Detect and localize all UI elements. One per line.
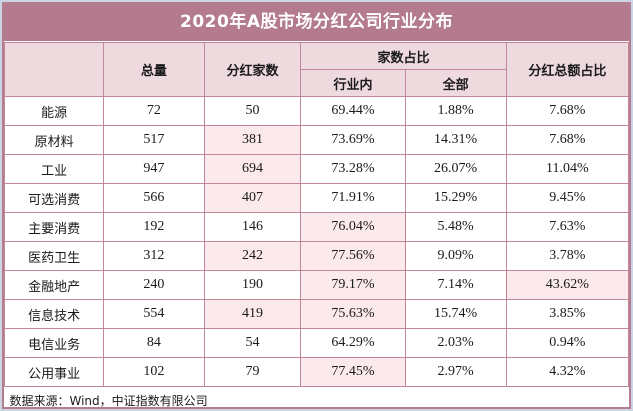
- cell-dividend-count: 190: [203, 270, 302, 300]
- cell-in-industry: 75.63%: [300, 299, 406, 329]
- table-row: 电信业务 84 54 64.29% 2.03% 0.94%: [4, 328, 629, 358]
- cell-amount-share: 11.04%: [505, 154, 629, 184]
- table-header: 总量 分红家数 家数占比 分红总额占比 行业内 全部: [4, 42, 629, 97]
- row-label: 工业: [4, 154, 105, 184]
- data-source: 数据来源：Wind，中证指数有限公司: [4, 386, 629, 407]
- cell-total: 102: [103, 357, 205, 387]
- cell-amount-share: 4.32%: [505, 357, 629, 387]
- table-row: 公用事业 102 79 77.45% 2.97% 4.32%: [4, 357, 629, 387]
- cell-total: 84: [103, 328, 205, 358]
- cell-total: 72: [103, 96, 205, 126]
- cell-total: 566: [103, 183, 205, 213]
- table-title: 2020年A股市场分红公司行业分布: [4, 4, 629, 42]
- cell-all: 1.88%: [404, 96, 507, 126]
- cell-all: 9.09%: [404, 241, 507, 271]
- row-label: 主要消费: [4, 212, 105, 242]
- cell-in-industry: 69.44%: [300, 96, 406, 126]
- table-row: 工业 947 694 73.28% 26.07% 11.04%: [4, 154, 629, 184]
- cell-in-industry: 73.28%: [300, 154, 406, 184]
- cell-total: 554: [103, 299, 205, 329]
- dividend-distribution-table: 总量 分红家数 家数占比 分红总额占比 行业内 全部 能源 72 50 69.4…: [4, 42, 629, 407]
- table-row: 能源 72 50 69.44% 1.88% 7.68%: [4, 96, 629, 126]
- cell-dividend-count: 79: [203, 357, 302, 387]
- row-label: 电信业务: [4, 328, 105, 358]
- cell-all: 15.74%: [404, 299, 507, 329]
- cell-amount-share: 7.63%: [505, 212, 629, 242]
- row-label: 能源: [4, 96, 105, 126]
- cell-total: 517: [103, 125, 205, 155]
- cell-dividend-count: 54: [203, 328, 302, 358]
- cell-dividend-count: 50: [203, 96, 302, 126]
- header-dividend-count: 分红家数: [203, 42, 302, 97]
- table-row: 金融地产 240 190 79.17% 7.14% 43.62%: [4, 270, 629, 300]
- header-corner: [4, 42, 105, 97]
- cell-in-industry: 77.56%: [300, 241, 406, 271]
- cell-in-industry: 64.29%: [300, 328, 406, 358]
- cell-amount-share: 0.94%: [505, 328, 629, 358]
- cell-all: 5.48%: [404, 212, 507, 242]
- cell-dividend-count: 407: [203, 183, 302, 213]
- cell-total: 192: [103, 212, 205, 242]
- table-row: 原材料 517 381 73.69% 14.31% 7.68%: [4, 125, 629, 155]
- cell-dividend-count: 419: [203, 299, 302, 329]
- cell-amount-share: 9.45%: [505, 183, 629, 213]
- row-label: 原材料: [4, 125, 105, 155]
- cell-total: 947: [103, 154, 205, 184]
- cell-all: 26.07%: [404, 154, 507, 184]
- cell-total: 312: [103, 241, 205, 271]
- cell-dividend-count: 694: [203, 154, 302, 184]
- header-total: 总量: [103, 42, 205, 97]
- cell-dividend-count: 242: [203, 241, 302, 271]
- header-in-industry: 行业内: [300, 69, 406, 97]
- row-label: 金融地产: [4, 270, 105, 300]
- header-count-share-group: 家数占比: [300, 42, 507, 70]
- cell-in-industry: 79.17%: [300, 270, 406, 300]
- cell-all: 15.29%: [404, 183, 507, 213]
- cell-in-industry: 71.91%: [300, 183, 406, 213]
- row-label: 医药卫生: [4, 241, 105, 271]
- row-label: 公用事业: [4, 357, 105, 387]
- cell-amount-share: 43.62%: [505, 270, 629, 300]
- cell-amount-share: 7.68%: [505, 96, 629, 126]
- table-row: 主要消费 192 146 76.04% 5.48% 7.63%: [4, 212, 629, 242]
- row-label: 可选消费: [4, 183, 105, 213]
- cell-amount-share: 3.78%: [505, 241, 629, 271]
- header-dividend-amount-share: 分红总额占比: [505, 42, 629, 97]
- cell-amount-share: 3.85%: [505, 299, 629, 329]
- header-all: 全部: [404, 69, 507, 97]
- table-row: 可选消费 566 407 71.91% 15.29% 9.45%: [4, 183, 629, 213]
- cell-dividend-count: 381: [203, 125, 302, 155]
- cell-in-industry: 76.04%: [300, 212, 406, 242]
- cell-in-industry: 77.45%: [300, 357, 406, 387]
- table-row: 医药卫生 312 242 77.56% 9.09% 3.78%: [4, 241, 629, 271]
- cell-dividend-count: 146: [203, 212, 302, 242]
- cell-total: 240: [103, 270, 205, 300]
- row-label: 信息技术: [4, 299, 105, 329]
- table-row: 信息技术 554 419 75.63% 15.74% 3.85%: [4, 299, 629, 329]
- cell-all: 7.14%: [404, 270, 507, 300]
- footer-row: 数据来源：Wind，中证指数有限公司: [4, 386, 629, 407]
- cell-amount-share: 7.68%: [505, 125, 629, 155]
- cell-all: 14.31%: [404, 125, 507, 155]
- cell-all: 2.03%: [404, 328, 507, 358]
- cell-in-industry: 73.69%: [300, 125, 406, 155]
- cell-all: 2.97%: [404, 357, 507, 387]
